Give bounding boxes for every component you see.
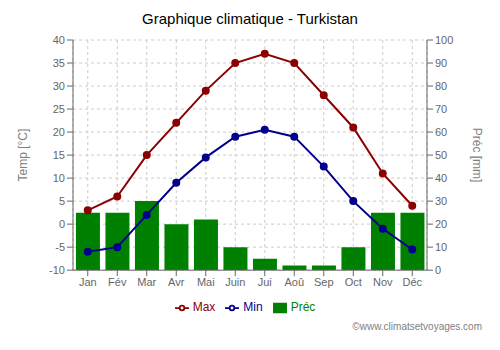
svg-text:50: 50 bbox=[435, 149, 447, 161]
svg-text:Mar: Mar bbox=[137, 276, 156, 288]
svg-text:5: 5 bbox=[59, 195, 65, 207]
svg-text:Préc [mm]: Préc [mm] bbox=[470, 128, 484, 183]
svg-text:-5: -5 bbox=[55, 241, 65, 253]
html-text:Min: Min bbox=[243, 300, 263, 315]
svg-text:Déc: Déc bbox=[402, 276, 422, 288]
html-text:Préc: Préc bbox=[290, 300, 316, 315]
svg-text:80: 80 bbox=[435, 80, 447, 92]
svg-text:Mai: Mai bbox=[197, 276, 215, 288]
svg-text:Aoû: Aoû bbox=[284, 276, 304, 288]
svg-text:25: 25 bbox=[53, 103, 65, 115]
svg-text:Nov: Nov bbox=[373, 276, 393, 288]
svg-text:Jui: Jui bbox=[258, 276, 272, 288]
svg-text:70: 70 bbox=[435, 103, 447, 115]
svg-text:90: 90 bbox=[435, 57, 447, 69]
svg-text:15: 15 bbox=[53, 149, 65, 161]
html-text:Max: Max bbox=[192, 300, 216, 315]
svg-text:30: 30 bbox=[435, 195, 447, 207]
svg-text:Temp [°C]: Temp [°C] bbox=[16, 129, 30, 182]
html-text:Graphique climatique - Turkist: Graphique climatique - Turkistan bbox=[142, 10, 358, 27]
svg-text:Oct: Oct bbox=[345, 276, 362, 288]
svg-text:Sep: Sep bbox=[314, 276, 334, 288]
svg-text:40: 40 bbox=[53, 34, 65, 46]
svg-text:60: 60 bbox=[435, 126, 447, 138]
html-text:©www.climatsetvoyages.com: ©www.climatsetvoyages.com bbox=[352, 321, 482, 332]
svg-text:30: 30 bbox=[53, 80, 65, 92]
svg-text:0: 0 bbox=[59, 218, 65, 230]
svg-text:Juin: Juin bbox=[225, 276, 245, 288]
svg-text:10: 10 bbox=[53, 172, 65, 184]
svg-text:-10: -10 bbox=[49, 264, 65, 276]
svg-text:35: 35 bbox=[53, 57, 65, 69]
svg-text:10: 10 bbox=[435, 241, 447, 253]
svg-text:40: 40 bbox=[435, 172, 447, 184]
svg-text:20: 20 bbox=[435, 218, 447, 230]
svg-text:Fév: Fév bbox=[108, 276, 127, 288]
svg-text:20: 20 bbox=[53, 126, 65, 138]
svg-text:Avr: Avr bbox=[168, 276, 185, 288]
svg-text:0: 0 bbox=[435, 264, 441, 276]
svg-text:100: 100 bbox=[435, 34, 453, 46]
svg-text:Jan: Jan bbox=[79, 276, 97, 288]
